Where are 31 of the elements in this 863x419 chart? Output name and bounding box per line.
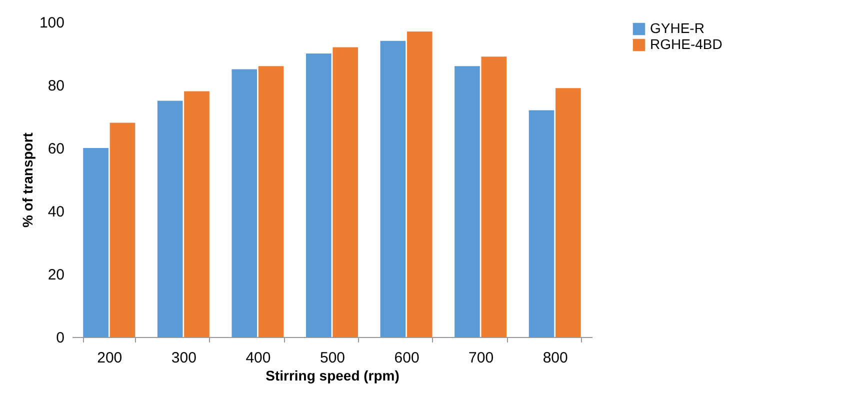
y-axis-title: % of transport	[19, 132, 36, 228]
bar	[481, 56, 507, 337]
x-axis-title: Stirring speed (rpm)	[266, 368, 400, 384]
bar	[232, 69, 258, 337]
bar	[332, 47, 358, 337]
x-tick-label: 300	[171, 350, 196, 366]
bar	[306, 54, 332, 337]
bar	[406, 31, 432, 337]
bar	[83, 148, 108, 337]
y-tick-label: 60	[48, 140, 64, 158]
bar	[528, 110, 554, 337]
bar	[380, 40, 406, 337]
bar	[157, 100, 183, 337]
legend-label: GYHE-R	[650, 20, 704, 36]
x-tick-label: 400	[246, 350, 271, 366]
y-tick-label: 0	[56, 330, 64, 346]
legend-label: RGHE-4BD	[650, 36, 722, 52]
x-tick-label: 600	[394, 350, 420, 366]
bar	[258, 66, 284, 337]
x-tick-label: 200	[97, 350, 122, 366]
x-tick-label: 500	[320, 350, 346, 366]
bar	[110, 122, 136, 337]
bar	[556, 88, 581, 337]
x-tick-label: 800	[542, 350, 568, 366]
bar	[454, 66, 480, 337]
x-tick-label: 700	[468, 350, 494, 366]
bar	[184, 91, 210, 337]
y-tick-label: 40	[48, 204, 64, 220]
y-tick-label: 100	[39, 14, 64, 32]
y-tick-label: 20	[48, 266, 64, 284]
y-tick-label: 80	[48, 78, 64, 94]
